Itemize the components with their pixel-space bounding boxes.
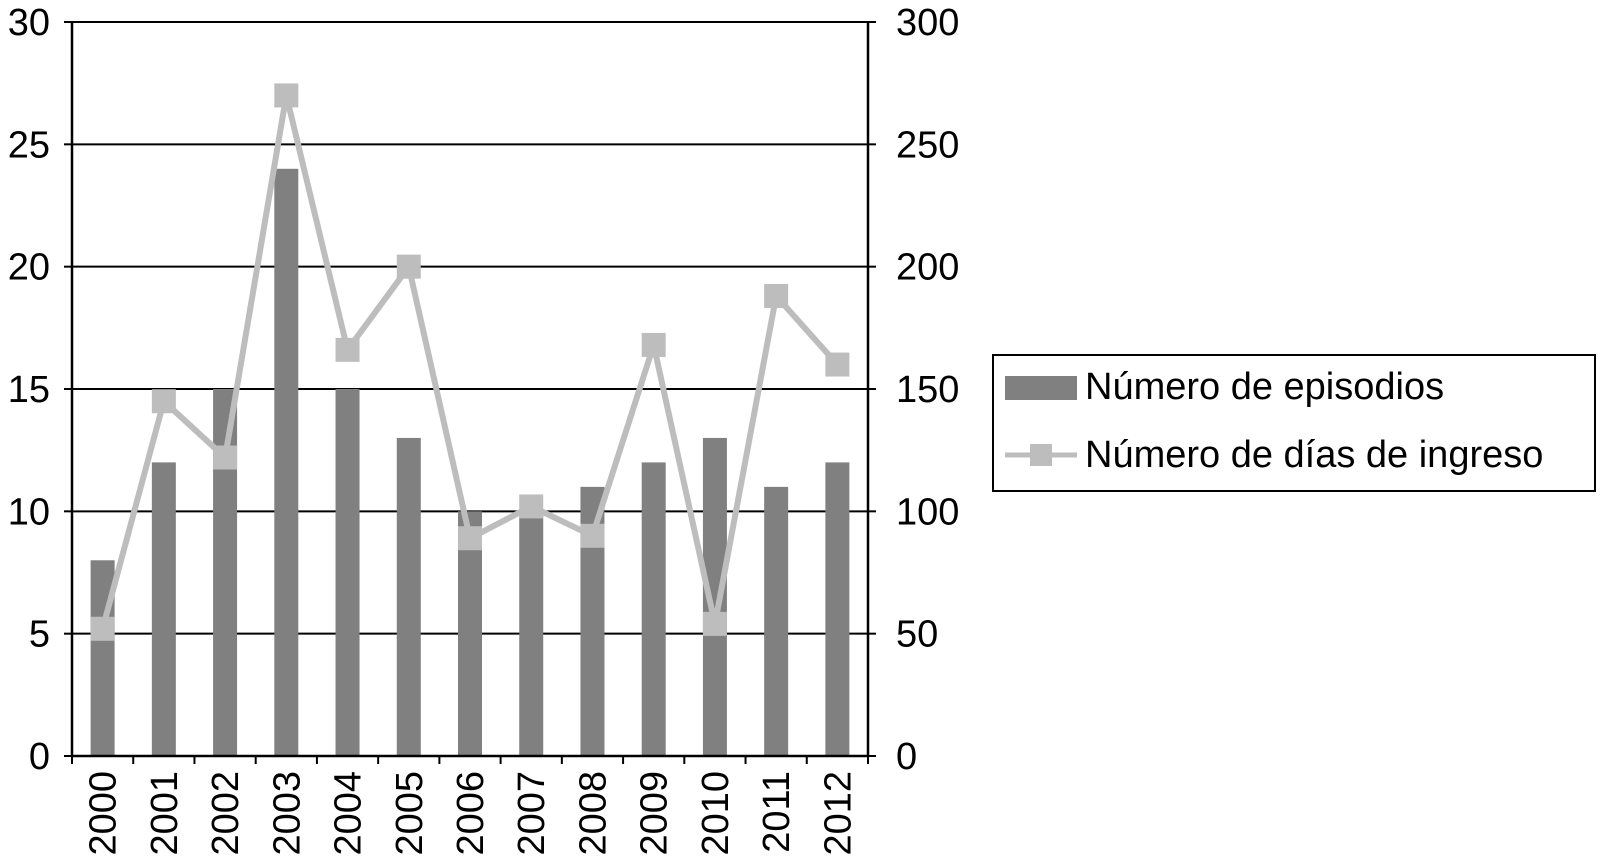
line-point-2000 (90, 616, 115, 641)
right-tick-label: 250 (896, 124, 959, 166)
line-series (90, 83, 850, 641)
line-point-2009 (641, 332, 666, 357)
legend-box (992, 354, 1596, 492)
bar-2011 (764, 486, 789, 756)
left-tick-label: 5 (29, 614, 50, 656)
x-axis-ticks: 2000 2001 2002 2003 2004 2005 2006 2007 2008 2009… (71, 756, 869, 856)
left-tick-label: 15 (8, 369, 50, 411)
right-tick-label: 200 (896, 247, 959, 289)
line-point-2004 (335, 337, 360, 362)
left-tick-label: 20 (8, 247, 50, 289)
bar-2009 (641, 462, 666, 756)
x-tick-label-2011: 2011 (756, 771, 798, 853)
x-tick-label-2008: 2008 (572, 771, 614, 856)
x-tick-label-2010: 2010 (695, 771, 737, 856)
line-point-2006 (458, 526, 482, 551)
bar-2006 (458, 511, 482, 756)
right-axis-ticks: 0 50 100 150 200 250 300 (868, 2, 959, 778)
line-point-2010 (702, 611, 727, 636)
x-tick-label-2003: 2003 (266, 771, 308, 856)
x-tick-label-2002: 2002 (205, 771, 247, 856)
line-point-2008 (580, 523, 605, 548)
legend-label-episodios: Número de episodios (1085, 366, 1444, 408)
bar-2004 (335, 389, 360, 756)
bar-2001 (151, 462, 176, 756)
x-tick-label-2001: 2001 (144, 771, 186, 856)
right-tick-label: 100 (896, 491, 959, 533)
right-tick-label: 50 (896, 614, 938, 656)
left-tick-label: 30 (8, 2, 50, 44)
line-point-2002 (213, 445, 238, 470)
left-tick-label: 10 (8, 491, 50, 533)
legend-label-dias: Número de días de ingreso (1085, 434, 1543, 476)
bar-2005 (396, 437, 421, 756)
left-tick-label: 0 (29, 736, 50, 778)
right-tick-label: 300 (896, 2, 959, 44)
x-tick-label-2004: 2004 (328, 771, 370, 856)
left-tick-label: 25 (8, 124, 50, 166)
line-point-2003 (274, 83, 299, 108)
x-tick-label-2012: 2012 (817, 771, 859, 856)
line-point-2001 (151, 389, 176, 414)
legend: Número de episodios Número de días de in… (992, 354, 1596, 492)
line-point-2011 (764, 284, 789, 309)
x-tick-label-2007: 2007 (511, 771, 553, 856)
line-point-2007 (519, 494, 544, 519)
x-tick-label-2000: 2000 (83, 771, 125, 856)
x-tick-label-2006: 2006 (450, 771, 492, 856)
line-point-2005 (396, 254, 421, 279)
line-point-2012 (825, 352, 850, 377)
right-tick-label: 150 (896, 369, 959, 411)
legend-line-marker (1030, 444, 1052, 466)
bar-series (90, 168, 850, 757)
x-tick-label-2009: 2009 (634, 771, 676, 856)
bar-2007 (519, 511, 544, 756)
left-axis-ticks: 0 5 10 15 20 25 30 (8, 2, 72, 778)
legend-bar-swatch (1005, 376, 1077, 400)
bar-2012 (825, 462, 850, 756)
bar-2003 (274, 168, 299, 757)
x-tick-label-2005: 2005 (389, 771, 431, 856)
right-tick-label: 0 (896, 736, 917, 778)
